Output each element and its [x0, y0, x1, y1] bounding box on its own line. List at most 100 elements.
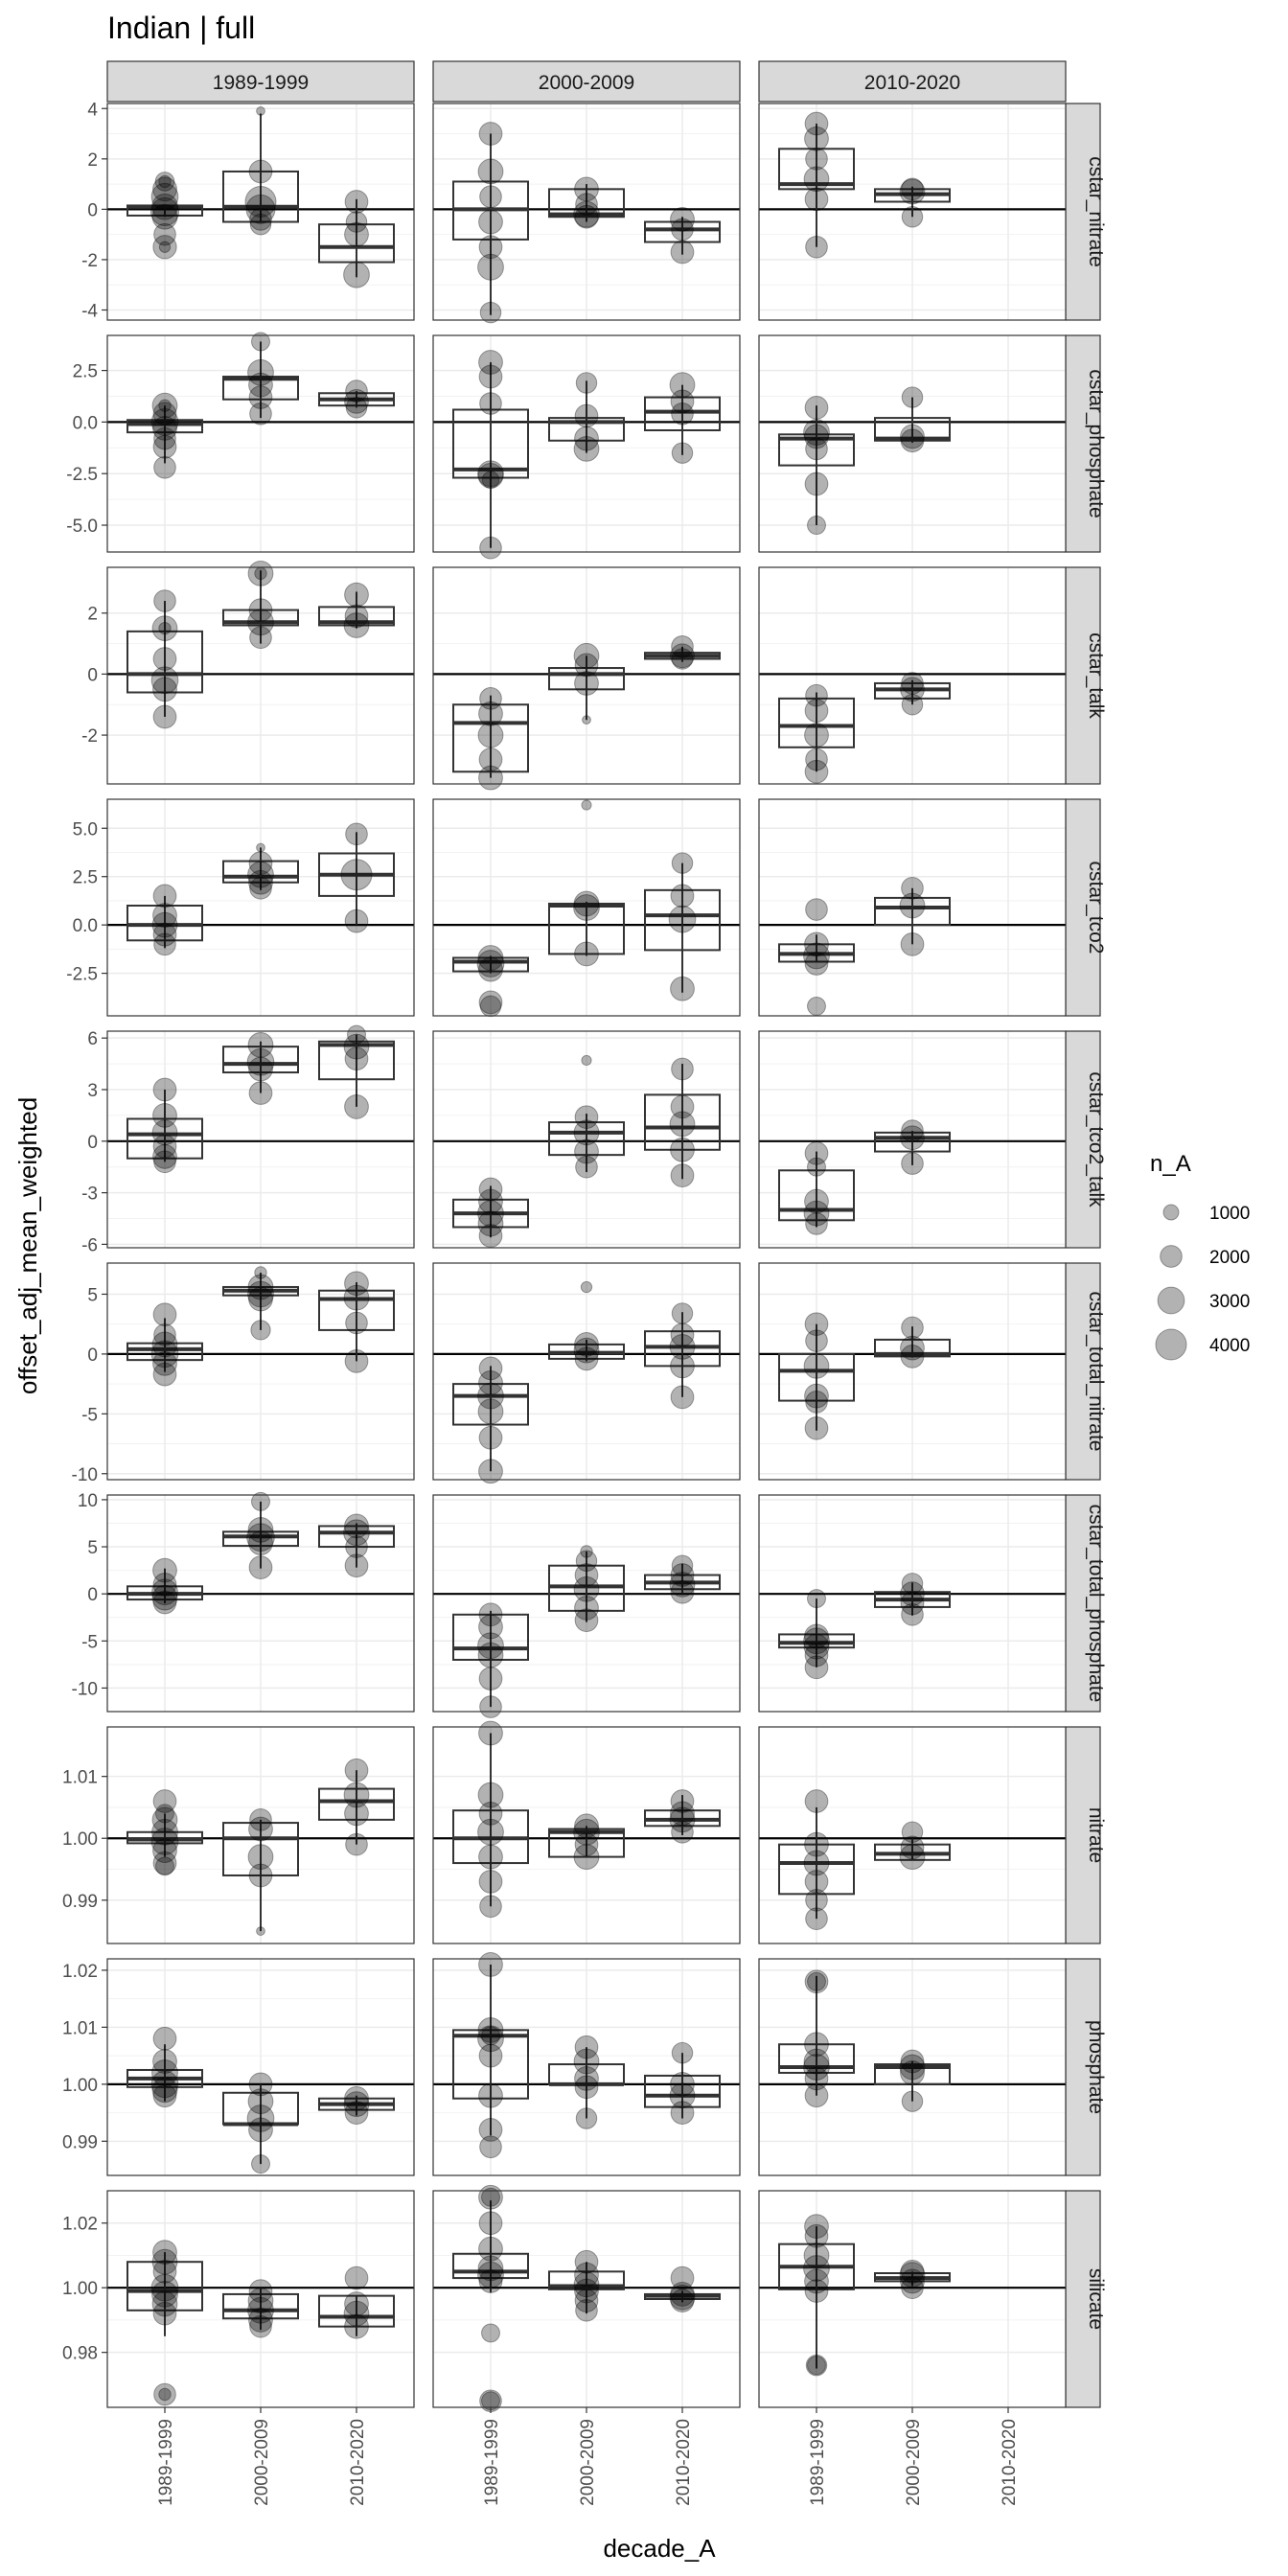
- data-point: [158, 2387, 172, 2402]
- data-point: [803, 942, 830, 970]
- row-strip-label: cstar_phosphate: [1085, 369, 1107, 518]
- data-point: [805, 748, 828, 771]
- box: [778, 433, 855, 467]
- data-point: [670, 1563, 695, 1587]
- data-point: [669, 372, 696, 399]
- data-point: [343, 1284, 370, 1311]
- data-point: [152, 677, 177, 702]
- data-point: [477, 460, 504, 488]
- data-point: [670, 206, 695, 232]
- panel-border: [758, 1726, 1067, 1944]
- box: [222, 1530, 299, 1548]
- data-point: [158, 174, 172, 189]
- data-point: [900, 2259, 925, 2284]
- facet-panel: [758, 1958, 1067, 2176]
- data-point: [804, 1831, 829, 1857]
- data-point: [670, 2071, 695, 2097]
- data-point: [344, 1349, 369, 1373]
- data-point: [153, 455, 176, 479]
- data-point: [669, 2284, 696, 2311]
- data-point: [247, 1031, 274, 1058]
- data-point: [804, 126, 829, 151]
- data-point: [344, 1758, 369, 1782]
- y-tick-label: 0: [87, 665, 98, 685]
- data-point: [248, 1530, 273, 1556]
- data-point: [574, 2278, 599, 2304]
- data-point: [804, 1969, 829, 1994]
- data-point: [803, 1850, 830, 1876]
- data-point: [670, 884, 695, 908]
- data-point: [574, 2249, 599, 2274]
- data-point: [250, 1320, 271, 1341]
- data-point: [343, 1782, 370, 1808]
- data-point: [478, 1720, 503, 1746]
- data-point: [248, 2308, 273, 2333]
- y-tick-label: -2.5: [66, 465, 98, 485]
- data-point: [155, 1856, 174, 1876]
- data-point: [247, 1274, 274, 1300]
- data-point: [901, 694, 924, 716]
- data-point: [807, 996, 826, 1016]
- data-point: [344, 1553, 369, 1578]
- y-tick-label: 10: [78, 1491, 98, 1511]
- data-point: [246, 1523, 275, 1552]
- data-point: [804, 2279, 829, 2303]
- box: [452, 956, 529, 973]
- data-point: [804, 1623, 829, 1649]
- data-point: [478, 364, 503, 389]
- data-point: [477, 1642, 504, 1668]
- box: [222, 1046, 299, 1074]
- facet-panel: [106, 560, 415, 785]
- data-point: [343, 1033, 370, 1060]
- data-point: [248, 598, 273, 622]
- data-point: [152, 1590, 177, 1615]
- box: [318, 1289, 395, 1331]
- row-strip-label: nitrate: [1085, 1807, 1107, 1863]
- box: [318, 1787, 395, 1821]
- y-tick-label: -10: [72, 1679, 98, 1699]
- y-tick-label: 1.00: [62, 2076, 98, 2096]
- data-point: [344, 2101, 369, 2125]
- data-point: [344, 1094, 369, 1119]
- box: [548, 667, 625, 691]
- box: [548, 1121, 625, 1157]
- data-point: [573, 890, 600, 917]
- y-tick-label: -4: [81, 301, 98, 321]
- y-tick-label: 5: [87, 1285, 98, 1305]
- panel-border: [432, 334, 741, 553]
- data-point: [807, 516, 826, 535]
- data-point: [478, 1369, 503, 1395]
- facet-panel: [106, 1024, 415, 1249]
- y-tick-label: 0.98: [62, 2344, 98, 2364]
- data-point: [574, 1138, 599, 1164]
- data-point: [247, 861, 274, 888]
- data-point: [249, 402, 272, 426]
- data-point: [804, 723, 829, 748]
- data-point: [803, 1352, 830, 1379]
- data-point: [153, 932, 176, 956]
- data-point: [805, 1888, 828, 1912]
- panel-border: [758, 1958, 1067, 2176]
- data-point: [152, 176, 177, 202]
- y-tick-label: 2.5: [73, 868, 98, 888]
- data-point: [343, 261, 370, 288]
- legend-key-background: [1150, 1324, 1192, 1365]
- data-point: [478, 2211, 503, 2236]
- data-point: [345, 822, 368, 846]
- data-point: [152, 903, 177, 928]
- data-point: [343, 612, 370, 638]
- row-strip-label: cstar_talk: [1085, 632, 1107, 719]
- data-point: [478, 1952, 503, 1977]
- data-point: [158, 241, 172, 253]
- data-point: [804, 699, 829, 723]
- box: [778, 697, 855, 748]
- y-tick-label: 0.99: [62, 2132, 98, 2152]
- data-point: [900, 2060, 925, 2085]
- data-point: [804, 952, 829, 976]
- data-point: [901, 2276, 924, 2300]
- data-point: [248, 372, 273, 398]
- y-tick-label: -5.0: [66, 517, 98, 537]
- facet-panel: [106, 798, 415, 1017]
- legend-key-circle: [1162, 1204, 1180, 1221]
- data-point: [345, 380, 368, 402]
